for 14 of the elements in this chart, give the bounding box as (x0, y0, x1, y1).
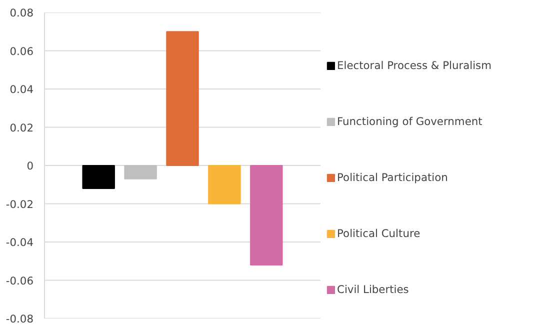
y-tick-label: -0.06 (6, 274, 34, 288)
legend-label: Functioning of Government (337, 115, 482, 128)
y-tick-label: 0.08 (10, 6, 34, 20)
y-tick-label: 0.06 (10, 44, 34, 58)
legend-label: Political Participation (337, 171, 448, 184)
y-tick-label: -0.08 (6, 312, 34, 326)
y-tick-label: -0.02 (6, 198, 34, 211)
y-tick-label: 0.04 (10, 83, 34, 96)
y-tick-label: 0.02 (10, 121, 34, 134)
legend-label: Civil Liberties (337, 283, 409, 296)
y-tick-label: 0 (26, 160, 34, 172)
y-tick-label: -0.04 (6, 236, 34, 249)
legend-label: Electoral Process & Pluralism (337, 59, 492, 72)
legend-label: Political Culture (337, 227, 420, 240)
